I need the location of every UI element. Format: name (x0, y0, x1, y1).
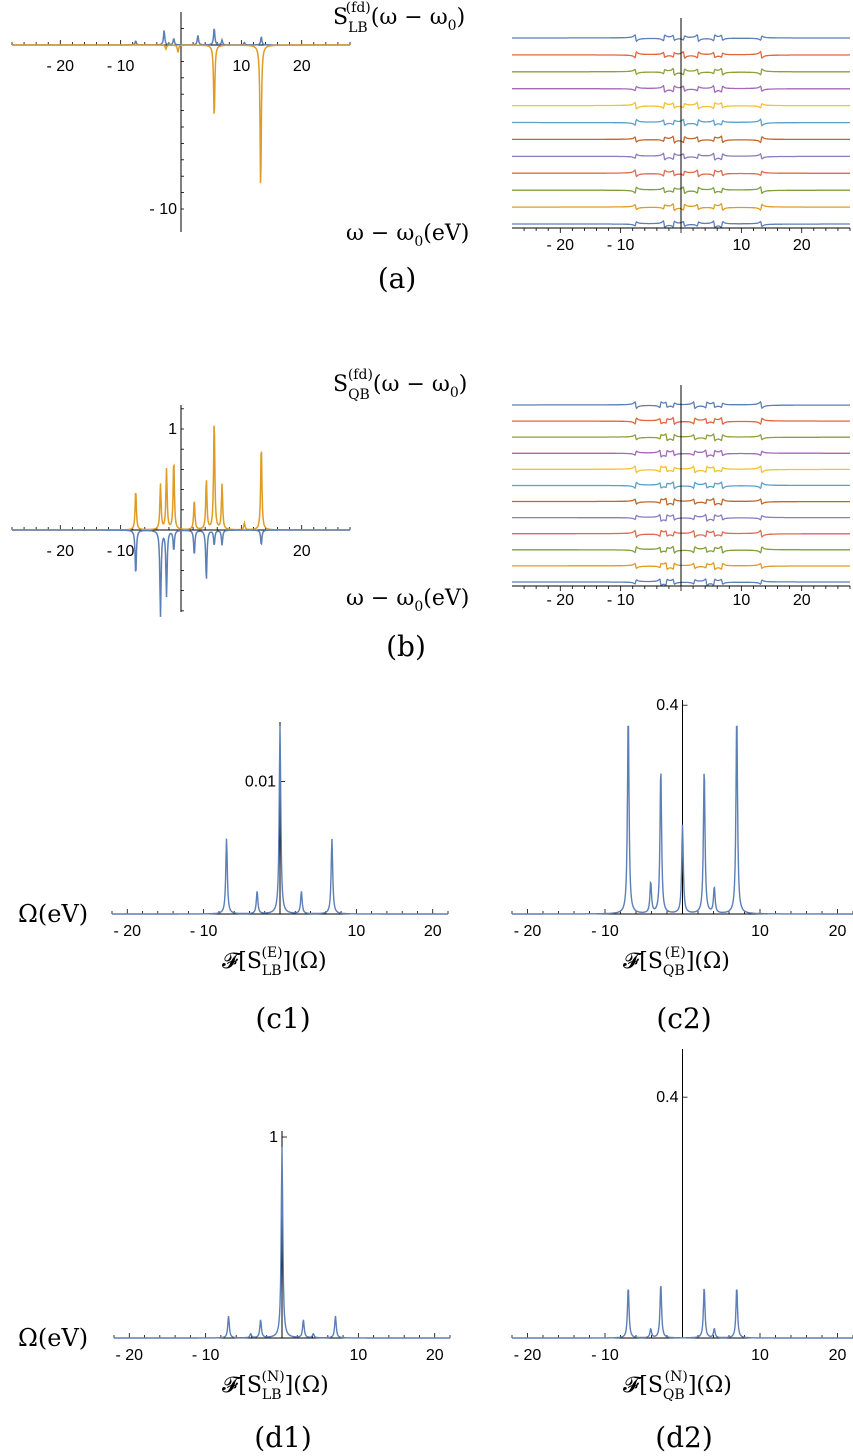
d2-x-tick-label: - 10 (591, 1347, 619, 1364)
a-left-series-1-line (12, 44, 350, 184)
c1-x-tick-label: 10 (347, 923, 365, 940)
b-right-x-tick-label: - 20 (546, 592, 574, 609)
panel-b-right-waterfall: - 20 - 10 10 20 (512, 385, 851, 609)
panel-a-left-plot: - 20 - 10 10 20 - 10 (11, 12, 351, 232)
ylabel-a: SLB(fd)(ω − ω0) (333, 0, 465, 36)
b-left-x-tick-label: 20 (293, 543, 311, 560)
caption-c2: (c2) (656, 1002, 711, 1035)
b-right-x-tick-label: 20 (793, 592, 811, 609)
c2-x-tick-label: - 20 (514, 923, 542, 940)
panel-b-left-plot: - 20 - 10 20 1 (11, 405, 351, 617)
d1-x-tick-label: - 20 (115, 1347, 143, 1364)
b-right-x-tick-label: 10 (732, 592, 750, 609)
xlabel-c2: 𝓕[SQB(E)](Ω) (623, 945, 730, 979)
c2-y-tick-label: 0.4 (656, 697, 678, 714)
a-left-y-tick-label: - 10 (149, 201, 177, 218)
omega-label-d: Ω(eV) (18, 1324, 88, 1352)
panel-c1-plot: - 20 - 10 10 20 0.01 (111, 722, 449, 940)
xlabel-c1: 𝓕[SLB(E)](Ω) (222, 945, 327, 979)
d1-x-tick-label: 20 (426, 1347, 444, 1364)
c2-x-tick-label: 20 (829, 923, 847, 940)
panel-d2-plot: - 20 - 10 10 20 0.4 (511, 1049, 853, 1364)
c1-x-tick-label: 20 (424, 923, 442, 940)
a-left-x-tick-label: - 20 (46, 58, 74, 75)
panel-c2-plot: - 20 - 10 10 20 0.4 (511, 697, 853, 940)
xlabel-a: ω − ω0(eV) (346, 221, 469, 250)
a-left-x-tick-label: 10 (232, 58, 250, 75)
b-right-x-tick-label: - 10 (607, 592, 635, 609)
d2-series-0-line (512, 1285, 853, 1339)
b-left-series-1-line (12, 529, 350, 617)
a-left-x-tick-label: 20 (293, 58, 311, 75)
caption-d1: (d1) (254, 1421, 312, 1454)
omega-label-c: Ω(eV) (18, 900, 88, 928)
d1-x-tick-label: - 10 (192, 1347, 220, 1364)
panel-a-right-waterfall: - 20 - 10 10 20 (512, 18, 851, 254)
a-left-x-tick-label: - 10 (107, 58, 135, 75)
a-right-x-tick-label: - 20 (546, 237, 574, 254)
c2-series-0-line (512, 725, 853, 915)
c1-x-tick-label: - 10 (190, 923, 218, 940)
xlabel-d1: 𝓕[SLB(N)](Ω) (222, 1369, 329, 1403)
d2-x-tick-label: 20 (829, 1347, 847, 1364)
c1-series-0-line (112, 725, 448, 915)
c2-x-tick-label: - 10 (591, 923, 619, 940)
d1-x-tick-label: 10 (349, 1347, 367, 1364)
panel-d1-plot: - 20 - 10 10 20 1 (113, 1129, 451, 1364)
ylabel-b: SQB(fd)(ω − ω0) (333, 367, 467, 403)
caption-d2: (d2) (655, 1421, 713, 1454)
a-right-x-tick-label: 10 (732, 237, 750, 254)
xlabel-d2: 𝓕[SQB(N)](Ω) (623, 1369, 732, 1403)
c1-x-tick-label: - 20 (113, 923, 141, 940)
d2-x-tick-label: 10 (751, 1347, 769, 1364)
c2-x-tick-label: 10 (751, 923, 769, 940)
d1-series-0-line (114, 1146, 450, 1339)
caption-c1: (c1) (255, 1002, 310, 1035)
d1-y-tick-label: 1 (269, 1129, 278, 1146)
d2-y-tick-label: 0.4 (656, 1089, 678, 1106)
a-right-x-tick-label: - 10 (607, 237, 635, 254)
d2-x-tick-label: - 20 (514, 1347, 542, 1364)
a-right-x-tick-label: 20 (793, 237, 811, 254)
xlabel-b: ω − ω0(eV) (346, 586, 469, 615)
caption-a: (a) (378, 262, 417, 295)
b-left-y-tick-label: 1 (168, 421, 177, 438)
caption-b: (b) (386, 630, 426, 663)
b-left-x-tick-label: - 10 (107, 543, 135, 560)
c1-y-tick-label: 0.01 (245, 774, 276, 791)
b-left-x-tick-label: - 20 (46, 543, 74, 560)
